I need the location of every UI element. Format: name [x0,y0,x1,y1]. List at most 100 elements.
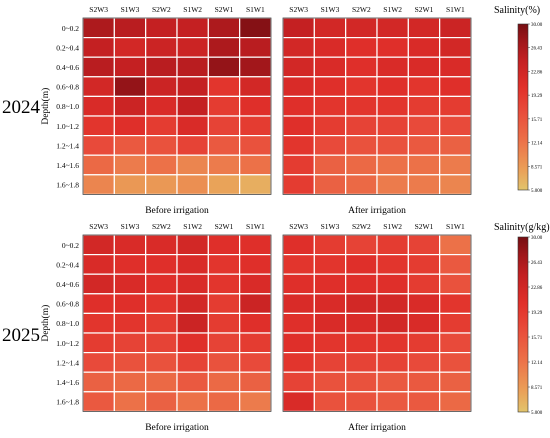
heatmap-cell [82,332,115,354]
heatmap-cell [239,36,272,58]
heatmap-cell [376,391,409,412]
heatmap-cell [313,17,347,39]
heatmap-cell [207,312,241,334]
depth-tick-label: 1.2~1.4 [56,141,79,150]
colorbar-tick-label: 8.571 [531,386,543,391]
heatmap-cell [313,174,347,196]
heatmap-cell [313,293,347,314]
heatmap-cell [282,332,315,354]
heatmap-cell [113,273,147,295]
heatmap-cell [82,293,115,314]
heatmap-cell [376,95,409,117]
colorbar-tick-label: 19.29 [531,311,543,316]
heatmap-cell [239,17,272,39]
depth-tick-label: 1.0~1.2 [56,122,79,131]
column-header-label: S1W2 [183,222,202,231]
heatmap-cell [82,95,115,117]
heatmap-cell [239,273,272,295]
heatmap-cell [82,254,115,275]
heatmap-cell [439,174,472,196]
heatmap-cell [239,154,272,176]
heatmap-cell [407,332,441,354]
heatmap-cell [176,254,209,275]
heatmap-cell [113,17,147,39]
heatmap-cell [282,95,315,117]
heatmap-cell [176,76,209,98]
heatmap-cell [282,234,315,256]
heatmap-cell [82,17,115,39]
heatmap-cell [113,154,147,176]
heatmap-cell [82,115,115,137]
heatmap-cell [176,332,209,354]
heatmap-cell [407,76,441,98]
heatmap-cell [376,135,409,156]
column-header-label: S2W2 [352,5,371,14]
heatmap-cell [345,273,378,295]
heatmap-cell [207,56,241,78]
heatmap-cell [439,391,472,412]
heatmap-cell [376,273,409,295]
heatmap-cell [82,273,115,295]
column-header-label: S1W3 [121,222,140,231]
heatmap-cell [145,254,178,275]
heatmap-cell [439,135,472,156]
depth-tick-label: 0.8~1.0 [56,102,79,111]
heatmap-cell [282,56,315,78]
heatmap-cell [82,371,115,393]
heatmap-cell [439,273,472,295]
panel-label: After irrigation [348,422,406,433]
colorbar-tick-label: 19.29 [531,94,543,99]
heatmap-cell [82,76,115,98]
column-header-label: S1W2 [383,5,402,14]
depth-tick-label: 0.8~1.0 [56,319,79,328]
heatmap-cell [282,254,315,275]
heatmap-cell [313,234,347,256]
heatmap-cell [239,115,272,137]
heatmap-cell [176,95,209,117]
heatmap-cell [113,352,147,373]
heatmap-cell [145,391,178,412]
heatmap-cell [145,154,178,176]
heatmap-cell [313,56,347,78]
depth-tick-label: 1.6~1.8 [56,398,79,407]
heatmap-cell [313,352,347,373]
column-header-label: S1W1 [446,222,465,231]
heatmap-cell [145,234,178,256]
colorbar-title: Salinity(%) [494,5,540,16]
heatmap-cell [407,135,441,156]
heatmap-cell [282,36,315,58]
heatmap-cell [239,352,272,373]
heatmap-cell [207,293,241,314]
heatmap-cell [313,154,347,176]
heatmap-cell [313,135,347,156]
column-header-label: S1W1 [246,5,265,14]
heatmap-cell [282,352,315,373]
colorbar-tick-label: 30.00 [531,23,543,28]
heatmap-cell [113,174,147,196]
heatmap-cell [407,371,441,393]
heatmap-cell [407,234,441,256]
heatmap-cell [207,234,241,256]
heatmap-cell [113,371,147,393]
heatmap-cell [376,154,409,176]
heatmap-cell [345,332,378,354]
column-header-label: S2W1 [215,222,234,231]
heatmap-cell [313,115,347,137]
colorbar-tick-label: 15.71 [531,336,543,341]
heatmap-cell [345,391,378,412]
heatmap-cell [113,391,147,412]
colorbar-tick-label: 22.86 [531,286,543,291]
panel-label: Before irrigation [145,205,209,216]
depth-tick-label: 0.6~0.8 [56,83,79,92]
year-label-2025: 2025 [2,325,40,346]
column-header-label: S2W3 [89,222,108,231]
heatmap-cell [239,95,272,117]
heatmap-cell [239,135,272,156]
colorbar-tick-label: 26.43 [531,47,543,52]
heatmap-cell [439,95,472,117]
heatmap-cell [113,332,147,354]
heatmap-cell [145,174,178,196]
heatmap-cell [345,36,378,58]
heatmap-cell [207,174,241,196]
heatmap-cell [345,115,378,137]
